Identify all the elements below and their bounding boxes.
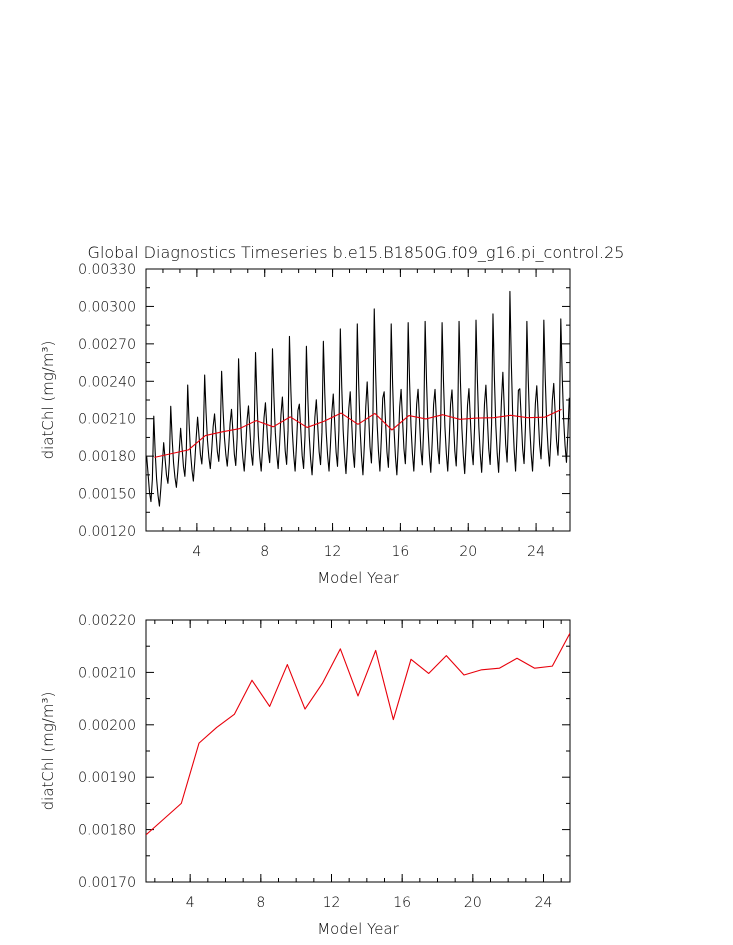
y-axis-label: diatChl (mg/m³) <box>39 692 57 811</box>
x-tick-label: 16 <box>391 544 409 560</box>
x-tick-label: 8 <box>260 544 269 560</box>
y-tick-label: 0.00180 <box>78 449 136 465</box>
x-tick-label: 12 <box>324 544 342 560</box>
x-tick-label: 20 <box>464 895 482 911</box>
x-tick-label: 20 <box>459 544 477 560</box>
x-axis-label: Model Year <box>317 569 399 587</box>
x-tick-label: 24 <box>535 895 553 911</box>
y-tick-label: 0.00220 <box>78 613 136 629</box>
y-tick-label: 0.00270 <box>78 337 136 353</box>
x-axis-label: Model Year <box>317 920 399 938</box>
y-tick-label: 0.00240 <box>78 374 136 390</box>
top-timeseries-panel: 4 8 12 16 20 24 0.00120 0.00150 0.00180 0.00210 0.… <box>39 262 571 587</box>
x-tick-label: 4 <box>186 895 195 911</box>
y-tick-label: 0.00300 <box>78 299 136 315</box>
y-tick-label: 0.00150 <box>78 487 136 503</box>
y-tick-label: 0.00330 <box>78 262 136 278</box>
y-tick-label: 0.00180 <box>78 823 136 839</box>
y-tick-label: 0.00190 <box>78 770 136 786</box>
y-axis-label: diatChl (mg/m³) <box>39 341 57 460</box>
y-tick-label: 0.00170 <box>78 875 136 891</box>
bottom-annual-panel: 4 8 12 16 20 24 0.00170 0.00180 0.00190 0.00200 0.… <box>39 613 571 938</box>
x-tick-label: 24 <box>527 544 545 560</box>
plot-frame <box>145 268 571 532</box>
annual-mean-series-line <box>146 632 570 836</box>
y-tick-label: 0.00210 <box>78 412 136 428</box>
chart-title: Global Diagnostics Timeseries b.e15.B185… <box>88 243 625 262</box>
y-tick-label: 0.00210 <box>78 665 136 681</box>
monthly-series-line <box>146 290 570 507</box>
y-tick-label: 0.00120 <box>78 524 136 540</box>
x-tick-label: 12 <box>323 895 341 911</box>
x-tick-label: 4 <box>192 544 201 560</box>
y-tick-label: 0.00200 <box>78 718 136 734</box>
x-tick-label: 16 <box>393 895 411 911</box>
x-tick-label: 8 <box>256 895 265 911</box>
plot-frame <box>145 619 571 883</box>
